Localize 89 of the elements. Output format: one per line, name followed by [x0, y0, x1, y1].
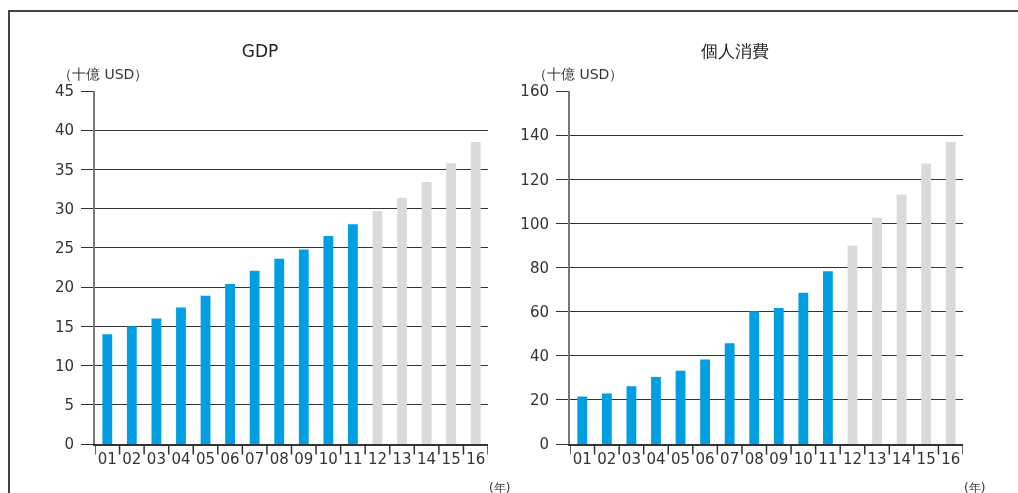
y-tick-label: 45 [54, 82, 74, 101]
y-tick-label: 0 [64, 435, 74, 454]
y-tick-label: 40 [529, 347, 549, 365]
y-tick-label: 35 [54, 160, 74, 179]
x-axis-title: (年) [489, 481, 511, 493]
x-tick-label: 12 [842, 449, 863, 468]
x-tick-label: 11 [343, 449, 363, 468]
y-tick-label: 15 [54, 317, 74, 336]
bar [847, 245, 858, 444]
bar [945, 141, 956, 444]
x-tick-label: 09 [769, 449, 789, 468]
x-tick-label: 10 [793, 449, 813, 468]
x-tick-label: 10 [318, 449, 338, 468]
y-tick-label: 120 [520, 170, 549, 189]
bar [601, 393, 612, 444]
bar [822, 271, 833, 444]
x-tick-label: 06 [220, 449, 240, 468]
x-tick-label: 03 [621, 449, 641, 468]
x-tick-label: 13 [392, 449, 412, 468]
x-tick-label: 06 [695, 449, 715, 468]
x-tick-label: 07 [720, 449, 740, 468]
x-tick-label: 16 [466, 449, 486, 468]
bar [151, 318, 162, 444]
bar [626, 386, 637, 444]
y-tick-label: 30 [54, 199, 74, 218]
y-tick-label: 40 [54, 121, 74, 140]
bar [397, 197, 407, 444]
bar [274, 258, 285, 444]
bar [126, 326, 137, 444]
y-tick-label: 100 [520, 214, 549, 233]
bar [470, 141, 481, 444]
x-tick-label: 05 [670, 449, 691, 468]
x-tick-label: 16 [941, 449, 961, 468]
y-tick-label: 160 [520, 82, 549, 101]
x-tick-label: 02 [597, 449, 617, 468]
bar [298, 249, 309, 444]
bar [323, 236, 334, 444]
x-tick-label: 02 [122, 449, 142, 468]
bar [798, 292, 809, 444]
y-tick-label: 10 [54, 356, 74, 375]
bar [176, 307, 186, 444]
x-tick-label: 05 [195, 449, 216, 468]
x-tick-label: 04 [646, 449, 666, 468]
x-tick-label: 04 [171, 449, 191, 468]
bar [749, 311, 760, 444]
y-tick-label: 20 [529, 391, 549, 410]
y-axis-title: （十億 USD） [533, 66, 624, 82]
bar [773, 308, 784, 444]
x-tick-label: 14 [417, 449, 437, 468]
y-tick-label: 60 [529, 302, 549, 321]
y-tick-label: 20 [54, 278, 74, 297]
bar [347, 224, 358, 444]
y-tick-label: 5 [64, 396, 74, 415]
bar [421, 182, 432, 444]
bar [446, 163, 457, 444]
y-tick-label: 140 [520, 126, 549, 145]
x-tick-label: 08 [744, 449, 764, 468]
x-tick-label: 12 [367, 449, 388, 468]
x-axis-title: (年) [964, 481, 986, 493]
x-tick-label: 11 [818, 449, 838, 468]
bar [372, 211, 383, 444]
x-tick-label: 03 [146, 449, 166, 468]
x-tick-label: 01 [572, 449, 592, 468]
bar [675, 370, 686, 444]
x-tick-label: 15 [916, 449, 936, 468]
y-axis-title: （十億 USD） [58, 66, 149, 82]
chart-title: 個人消費 [701, 41, 769, 62]
y-tick-label: 80 [529, 258, 549, 277]
x-tick-label: 14 [892, 449, 912, 468]
x-tick-label: 09 [294, 449, 314, 468]
x-tick-label: 07 [245, 449, 265, 468]
bar [651, 376, 661, 444]
x-tick-label: 13 [867, 449, 887, 468]
bar [200, 295, 211, 444]
bar [921, 163, 932, 444]
bar [872, 217, 882, 444]
bar [700, 359, 711, 444]
chart-title: GDP [241, 41, 279, 62]
bar [577, 396, 588, 444]
bar [896, 194, 907, 444]
bar [102, 334, 113, 444]
y-tick-label: 25 [54, 239, 74, 258]
x-tick-label: 01 [97, 449, 117, 468]
y-tick-label: 0 [539, 435, 549, 454]
x-tick-label: 15 [441, 449, 461, 468]
bar [249, 270, 260, 444]
bar [724, 343, 735, 444]
x-tick-label: 08 [269, 449, 289, 468]
bar [225, 283, 236, 444]
